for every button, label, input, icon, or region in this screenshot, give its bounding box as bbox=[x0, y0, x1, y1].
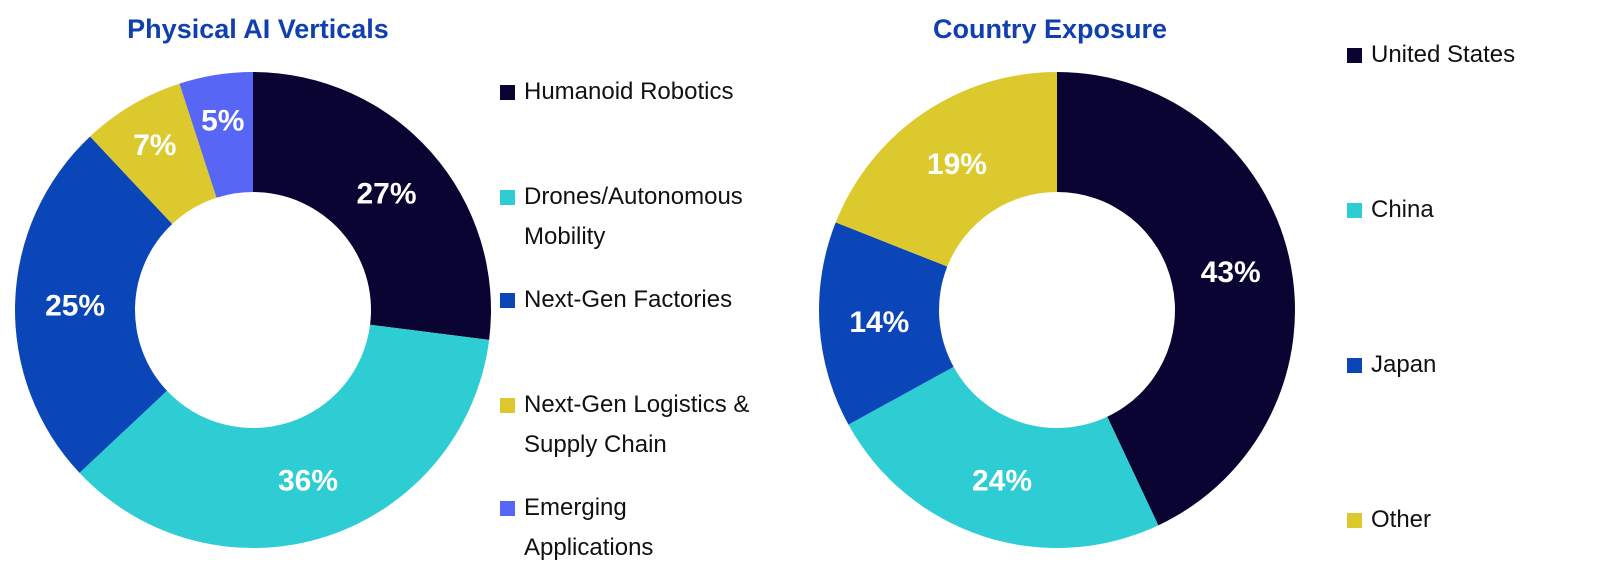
country-data-label-0: 43% bbox=[1201, 256, 1261, 289]
verticals-data-label-0: 27% bbox=[356, 177, 416, 210]
legend-label: Applications bbox=[524, 534, 654, 561]
country-slice-3 bbox=[835, 72, 1057, 267]
legend-swatch bbox=[1347, 48, 1362, 63]
legend-label: Drones/Autonomous bbox=[524, 183, 743, 210]
country-slice-2 bbox=[819, 222, 954, 425]
legend-swatch bbox=[500, 398, 515, 413]
verticals-legend-item: Emerging Applications bbox=[500, 488, 653, 568]
country-legend-item: United States bbox=[1347, 35, 1515, 75]
legend-swatch bbox=[500, 293, 515, 308]
legend-swatch bbox=[500, 501, 515, 516]
verticals-slice-4 bbox=[179, 72, 253, 198]
country-slice-0 bbox=[1057, 72, 1295, 526]
country-data-label-1: 24% bbox=[972, 464, 1032, 497]
legend-label: Next-Gen Logistics & bbox=[524, 391, 750, 418]
verticals-legend-item: Humanoid Robotics bbox=[500, 72, 733, 112]
country-data-label-2: 14% bbox=[849, 306, 909, 339]
verticals-data-label-3: 7% bbox=[133, 129, 176, 162]
verticals-slice-1 bbox=[79, 324, 490, 549]
country-data-label-3: 19% bbox=[927, 148, 987, 181]
verticals-legend-item: Next-Gen Factories bbox=[500, 280, 732, 320]
legend-label: Emerging bbox=[524, 494, 627, 521]
legend-label: China bbox=[1371, 196, 1434, 223]
legend-swatch bbox=[500, 85, 515, 100]
chart-title-verticals: Physical AI Verticals bbox=[127, 14, 389, 44]
country-slice-1 bbox=[848, 366, 1159, 548]
verticals-slice-3 bbox=[90, 83, 217, 224]
legend-label: Supply Chain bbox=[524, 431, 667, 458]
legend-label: Humanoid Robotics bbox=[524, 78, 734, 105]
chart-title-country: Country Exposure bbox=[932, 14, 1168, 44]
legend-swatch bbox=[1347, 358, 1362, 373]
legend-label: Mobility bbox=[524, 223, 606, 250]
verticals-data-label-4: 5% bbox=[201, 104, 244, 137]
verticals-data-label-1: 36% bbox=[278, 464, 338, 497]
legend-swatch bbox=[500, 190, 515, 205]
country-legend-item: Other bbox=[1347, 500, 1431, 540]
verticals-slice-2 bbox=[15, 136, 173, 473]
legend-swatch bbox=[1347, 203, 1362, 218]
legend-label: Other bbox=[1371, 506, 1432, 533]
legend-label: Japan bbox=[1371, 351, 1437, 378]
verticals-data-label-2: 25% bbox=[45, 289, 105, 322]
verticals-slice-0 bbox=[253, 72, 491, 340]
country-legend-item: China bbox=[1347, 190, 1434, 230]
verticals-legend-item: Next-Gen Logistics & Supply Chain bbox=[500, 385, 749, 465]
legend-swatch bbox=[1347, 513, 1362, 528]
verticals-legend-item: Drones/Autonomous Mobility bbox=[500, 177, 743, 257]
legend-label: United States bbox=[1371, 41, 1516, 68]
legend-label: Next-Gen Factories bbox=[524, 286, 733, 313]
country-legend-item: Japan bbox=[1347, 345, 1436, 385]
